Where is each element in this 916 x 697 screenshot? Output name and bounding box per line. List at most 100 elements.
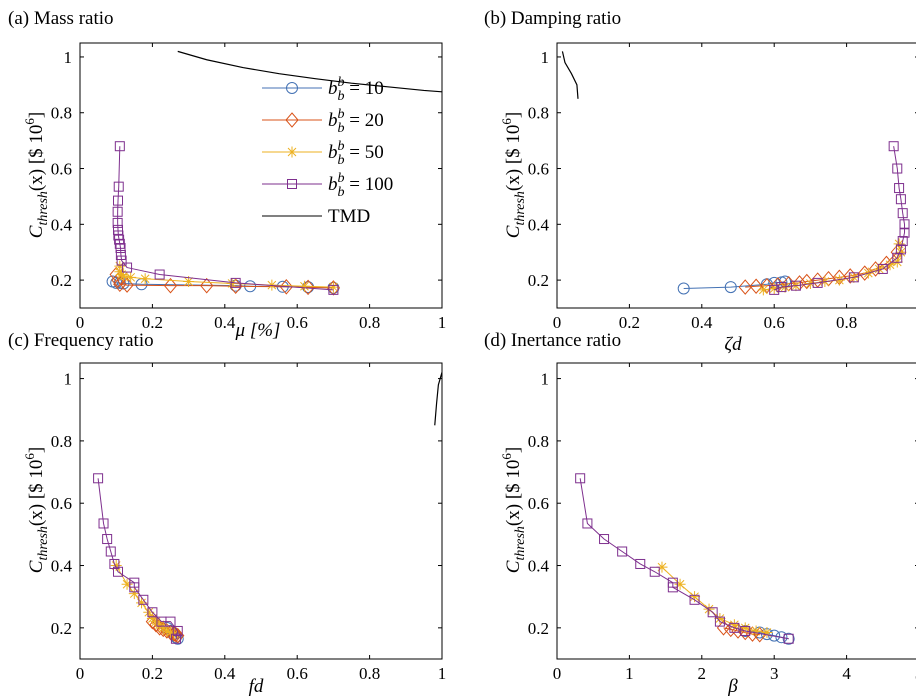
data-point <box>769 284 780 295</box>
x-axis-label: β <box>727 676 738 697</box>
y-tick-label: 0.6 <box>51 494 72 513</box>
legend-marker <box>286 146 298 158</box>
y-axis-label-text: Cthresh(x) [$ 106] <box>499 447 528 573</box>
legend: bb b = 10 bb b = 20 bb b = 50 bb b = 100 TMD <box>262 75 393 227</box>
y-tick-label: 0.8 <box>528 432 549 451</box>
y-tick-label: 0.4 <box>528 557 550 576</box>
data-point <box>768 282 780 294</box>
y-tick-label: 0.2 <box>528 271 549 290</box>
series-tmd <box>434 372 442 426</box>
data-point <box>121 578 133 590</box>
data-point <box>113 224 124 235</box>
y-tick-label: 0.6 <box>528 160 549 179</box>
data-point <box>689 591 701 603</box>
x-tick-label: 0.8 <box>836 313 857 332</box>
y-tick-label: 0.6 <box>528 494 549 513</box>
legend-label: bb b = 20 <box>328 107 384 136</box>
data-point <box>279 279 293 295</box>
data-point <box>93 473 104 484</box>
data-point <box>582 518 593 529</box>
series-bb100 <box>93 473 183 644</box>
y-tick-label: 0.2 <box>528 619 549 638</box>
x-tick-label: 0.6 <box>764 313 785 332</box>
data-point <box>115 250 126 260</box>
x-tick-label: 1 <box>625 664 634 683</box>
x-tick-label: 0.2 <box>142 664 163 683</box>
data-point <box>327 281 339 293</box>
x-tick-label: 0 <box>76 313 85 332</box>
data-point <box>200 277 214 294</box>
x-tick-label: 4 <box>842 664 851 683</box>
data-point <box>757 284 769 296</box>
y-tick-label: 0.2 <box>51 619 72 638</box>
data-point <box>138 594 149 605</box>
x-tick-label: 1 <box>438 313 447 332</box>
data-point <box>674 578 686 590</box>
data-point <box>703 603 715 615</box>
data-point <box>667 582 678 593</box>
series-line <box>661 566 768 634</box>
data-point <box>139 273 151 285</box>
data-point <box>575 473 586 484</box>
data-point <box>113 566 124 577</box>
data-point <box>714 616 725 627</box>
data-point <box>114 260 126 272</box>
data-point <box>116 255 127 266</box>
data-point <box>226 277 238 289</box>
data-point <box>776 282 787 293</box>
data-point <box>729 622 740 633</box>
plot-area <box>556 42 916 309</box>
data-point <box>707 607 718 618</box>
data-point <box>147 607 158 618</box>
y-axis-label-text: Cthresh(x) [$ 106] <box>499 112 528 238</box>
data-point <box>740 625 751 636</box>
data-point <box>775 631 788 644</box>
legend-label: TMD <box>328 206 370 227</box>
data-point <box>899 227 910 238</box>
series-layer <box>93 372 442 645</box>
x-tick-label: 5 <box>915 664 916 683</box>
data-point <box>848 272 859 283</box>
x-tick-label: 0.8 <box>359 664 380 683</box>
series-line <box>561 51 579 99</box>
panel-mass-ratio: (a) Mass ratio 0 0.2 0.4 0.6 0.8 1 0.2 0.4 0.6 0.… <box>8 8 446 341</box>
data-point <box>677 282 690 295</box>
data-point <box>98 518 109 529</box>
series-bb50 <box>656 561 773 639</box>
data-point <box>183 276 195 287</box>
data-point <box>113 195 124 206</box>
legend-marker <box>286 82 298 94</box>
panel-title: (a) Mass ratio <box>8 8 114 29</box>
data-point <box>102 534 113 545</box>
data-point <box>170 633 181 644</box>
data-point <box>884 259 896 271</box>
data-point <box>110 560 122 572</box>
panel-frequency-ratio: (c) Frequency ratio 0 0.2 0.4 0.6 0.8 1 0.2 0.4… <box>8 330 446 697</box>
x-tick-label: 1 <box>438 664 447 683</box>
data-point <box>739 622 751 634</box>
panel-title: (b) Damping ratio <box>484 8 621 29</box>
data-point <box>163 277 178 294</box>
legend-item-tmd: TMD <box>262 206 370 227</box>
data-point <box>125 271 137 283</box>
data-point <box>635 558 646 569</box>
x-axis-label: ζd <box>724 334 742 355</box>
x-tick-label: 3 <box>770 664 779 683</box>
x-tick-label: 0 <box>553 313 562 332</box>
data-point <box>128 588 140 600</box>
data-point <box>895 246 907 258</box>
x-axis-label: fd <box>249 676 264 697</box>
legend-label: bb b = 50 <box>328 139 384 168</box>
data-point <box>112 206 123 217</box>
axis-ticks: 0 0.2 0.4 0.6 0.8 1 0.2 0.4 0.6 0.8 1 <box>51 363 447 683</box>
data-point <box>750 625 762 637</box>
data-point <box>617 546 628 557</box>
series-line <box>579 478 789 640</box>
data-point <box>165 616 176 627</box>
legend-item-bb20: bb b = 20 <box>262 107 384 136</box>
x-tick-label: 0 <box>76 664 85 683</box>
legend-marker <box>287 179 297 189</box>
series-layer <box>106 50 442 296</box>
y-tick-label: 0.2 <box>51 271 72 290</box>
data-point <box>897 208 908 219</box>
